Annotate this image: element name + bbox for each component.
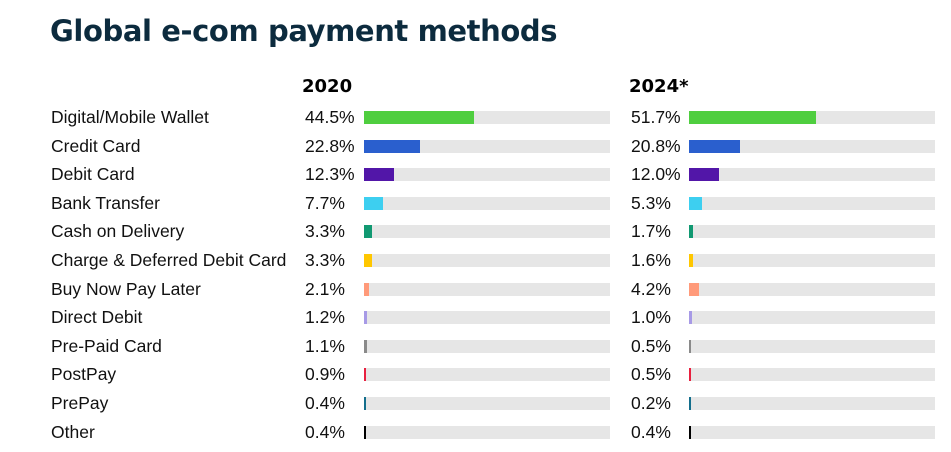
bar-track-2020 [364,339,610,353]
bar-2020 [364,139,421,153]
value-label-2024: 0.5% [631,364,671,385]
value-label-2024: 12.0% [631,164,681,185]
value-label-2020: 2.1% [305,278,345,299]
value-label-2024: 1.0% [631,307,671,328]
bar-track-2020 [364,111,610,124]
bar-track-2020 [364,168,610,182]
bar-2024 [689,311,692,325]
value-label-2020: 12.3% [305,164,355,185]
value-label-2024: 0.5% [631,335,671,356]
value-label-2024: 20.8% [631,135,681,156]
bar-2024 [689,397,691,410]
bar-track-2024 [689,368,935,382]
value-label-2024: 0.4% [631,421,671,442]
value-label-2020: 0.4% [305,393,345,413]
value-label-2020: 1.1% [305,335,345,356]
bar-2020 [364,111,474,124]
bar-track-2020 [364,196,610,210]
value-label-2024: 1.6% [631,250,671,270]
bar-2024 [689,282,700,296]
category-label: Buy Now Pay Later [51,278,201,299]
value-label-2020: 3.3% [305,221,345,242]
bar-2020 [364,425,366,439]
value-label-2024: 4.2% [631,278,671,299]
bar-2020 [364,397,366,410]
category-label: Pre-Paid Card [51,335,162,356]
bar-2024 [689,111,817,124]
bar-track-2024 [689,397,935,410]
category-label: PrePay [51,393,109,413]
bar-2020 [364,196,383,210]
category-label: Charge & Deferred Debit Card [51,250,287,270]
bar-2020 [364,311,367,325]
bar-track-2024 [689,311,935,325]
bar-track-2020 [364,397,610,410]
bar-2024 [689,425,691,439]
bar-2020 [364,168,395,182]
bar-track-2020 [364,311,610,325]
value-label-2024: 51.7% [631,107,681,127]
bar-2024 [689,254,693,267]
category-label: PostPay [51,364,117,385]
value-label-2024: 0.2% [631,393,671,413]
value-label-2020: 7.7% [305,192,345,213]
category-label: Digital/Mobile Wallet [51,107,209,127]
bar-track-2024 [689,425,935,439]
category-label: Debit Card [51,164,135,185]
bar-2024 [689,225,694,239]
bar-2020 [364,225,373,239]
bar-2024 [689,368,691,382]
bar-track-2020 [364,368,610,382]
bar-track-2024 [689,196,935,210]
category-label: Other [51,421,95,442]
bar-2020 [364,282,370,296]
category-label: Bank Transfer [51,192,160,213]
value-label-2020: 44.5% [305,107,355,127]
value-label-2020: 0.4% [305,421,345,442]
bar-track-2020 [364,139,610,153]
bar-2020 [364,254,373,267]
bar-track-2024 [689,168,935,182]
category-label: Cash on Delivery [51,221,185,242]
column-header-2020: 2020 [302,76,353,97]
bar-2020 [364,339,367,353]
value-label-2020: 0.9% [305,364,345,385]
bar-track-2024 [689,282,935,296]
value-label-2020: 1.2% [305,307,345,328]
value-label-2024: 1.7% [631,221,671,242]
bar-track-2020 [364,282,610,296]
bar-2024 [689,139,741,153]
bar-track-2024 [689,139,935,153]
value-label-2020: 22.8% [305,135,355,156]
bar-track-2020 [364,425,610,439]
bar-track-2024 [689,111,935,124]
value-label-2020: 3.3% [305,250,345,270]
bar-track-2024 [689,339,935,353]
category-label: Credit Card [51,135,141,156]
bar-2024 [689,168,719,182]
column-header-2024: 2024* [629,76,689,97]
bar-2024 [689,339,691,353]
bar-2020 [364,368,367,382]
chart-title: Global e-com payment methods [50,14,558,48]
bar-track-2020 [364,225,610,239]
bar-track-2024 [689,254,935,267]
bar-track-2020 [364,254,610,267]
bar-track-2024 [689,225,935,239]
category-label: Direct Debit [51,307,143,328]
value-label-2024: 5.3% [631,192,671,213]
bar-2024 [689,196,702,210]
